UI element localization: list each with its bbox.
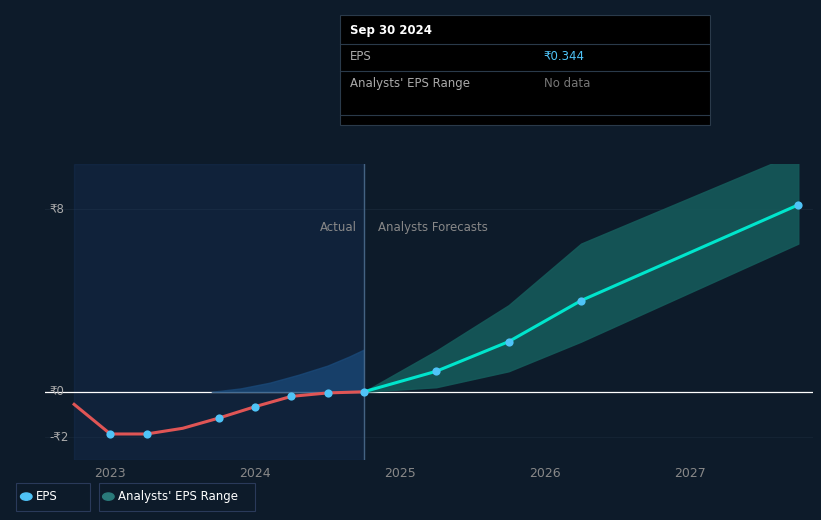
Point [140, 430, 153, 438]
Text: Actual: Actual [319, 221, 356, 234]
Text: ₹8: ₹8 [49, 203, 64, 216]
Point [791, 201, 805, 209]
Point [249, 402, 262, 411]
Text: EPS: EPS [36, 490, 57, 503]
Point [103, 430, 117, 438]
Text: ₹0.344: ₹0.344 [544, 50, 585, 63]
Text: Analysts Forecasts: Analysts Forecasts [378, 221, 488, 234]
Point [357, 387, 370, 396]
Point [575, 296, 588, 305]
Point [285, 392, 298, 400]
Text: -₹2: -₹2 [49, 431, 69, 444]
Text: No data: No data [544, 77, 589, 90]
Point [502, 337, 516, 346]
Text: ₹0: ₹0 [49, 385, 64, 398]
Point [213, 414, 226, 422]
Text: Analysts' EPS Range: Analysts' EPS Range [118, 490, 238, 503]
Bar [74, 164, 364, 460]
Text: EPS: EPS [350, 50, 372, 63]
Text: Analysts' EPS Range: Analysts' EPS Range [350, 77, 470, 90]
Point [321, 389, 334, 397]
Text: Sep 30 2024: Sep 30 2024 [350, 24, 432, 37]
Point [429, 367, 443, 375]
